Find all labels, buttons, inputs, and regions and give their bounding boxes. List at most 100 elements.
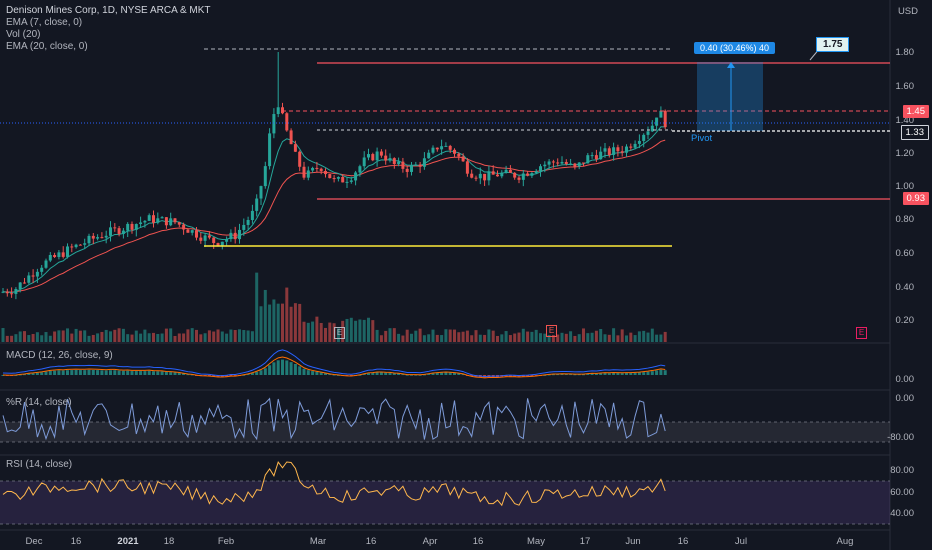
candle-body [521, 173, 525, 180]
target-callout[interactable]: 1.75 [816, 37, 850, 52]
macd-histogram-bar [560, 373, 564, 375]
volume-bar [663, 331, 667, 342]
volume-bar [233, 329, 237, 342]
earnings-marker[interactable]: E [546, 325, 557, 337]
macd-histogram-bar [78, 370, 82, 375]
macd-histogram-bar [117, 370, 121, 375]
volume-bar [134, 330, 138, 342]
macd-histogram-bar [521, 375, 525, 377]
volume-bar [384, 330, 388, 342]
candle-body [504, 169, 508, 173]
williams-legend[interactable]: %R (14, close) [6, 397, 72, 408]
candle-body [440, 146, 444, 150]
macd-histogram-bar [663, 370, 667, 375]
macd-histogram-bar [285, 360, 289, 375]
volume-bar [126, 334, 130, 342]
earnings-marker[interactable]: E [334, 327, 345, 339]
volume-bar [61, 330, 65, 342]
chart-title: Denison Mines Corp, 1D, NYSE ARCA & MKT [6, 5, 211, 16]
volume-bar [139, 333, 143, 342]
candle-body [109, 227, 112, 236]
price-tick: 0.40 [895, 282, 915, 293]
volume-bar [418, 328, 422, 342]
resistance-price-tag: 1.45 [902, 105, 929, 118]
macd-histogram-bar [594, 373, 598, 375]
volume-bar [212, 331, 216, 342]
candle-body [199, 237, 203, 241]
volume-bar [246, 330, 250, 342]
macd-histogram-bar [371, 372, 375, 375]
candle-body [27, 275, 31, 283]
volume-bar [586, 333, 590, 342]
price-tick: 0.60 [895, 248, 915, 259]
macd-histogram-bar [70, 370, 74, 375]
candle-body [246, 220, 250, 225]
volume-bar [336, 328, 340, 342]
projection-label[interactable]: 0.40 (30.46%) 40 [694, 42, 776, 54]
volume-bar [474, 330, 478, 342]
volume-bar [121, 328, 125, 342]
macd-histogram-bar [31, 373, 35, 375]
price-tick: 1.00 [895, 181, 915, 192]
price-tick: 1.20 [895, 148, 915, 159]
volume-bar [547, 335, 551, 342]
macd-histogram-bar [384, 372, 388, 375]
macd-histogram-bar [315, 371, 319, 375]
macd-histogram-bar [508, 375, 512, 377]
ema-slow-line [2, 139, 666, 293]
candle-body [582, 162, 585, 164]
volume-bar [556, 334, 560, 342]
volume-bar [521, 328, 525, 342]
legend-ema-slow[interactable]: EMA (20, close, 0) [6, 41, 88, 52]
candle-body [18, 282, 22, 290]
volume-bar [448, 329, 452, 342]
earnings-marker[interactable]: E [856, 327, 867, 339]
macd-histogram-bar [263, 368, 267, 375]
candle-body [152, 215, 155, 223]
candle-body [569, 163, 573, 165]
volume-bar [66, 328, 69, 342]
macd-histogram-bar [130, 371, 134, 375]
volume-bar [130, 334, 134, 342]
candle-body [358, 166, 362, 173]
rsi-legend[interactable]: RSI (14, close) [6, 459, 73, 470]
candle-body [508, 169, 512, 173]
candle-body [57, 252, 61, 258]
candle-body [483, 173, 487, 181]
volume-bar [306, 322, 310, 342]
volume-bar [560, 332, 564, 342]
macd-histogram-bar [453, 372, 456, 375]
macd-histogram-bar [629, 372, 633, 375]
legend-volume[interactable]: Vol (20) [6, 29, 41, 40]
williams-tick: -80.00 [887, 432, 914, 443]
volume-bar [169, 328, 173, 342]
macd-histogram-bar [448, 372, 452, 375]
volume-bar [48, 335, 52, 342]
macd-histogram-bar [431, 373, 435, 375]
volume-bar [465, 330, 469, 342]
volume-bar [190, 328, 194, 342]
macd-histogram-bar [461, 374, 465, 376]
macd-histogram-bar [620, 373, 624, 375]
candle-body [556, 162, 560, 164]
candle-body [603, 148, 607, 152]
macd-legend[interactable]: MACD (12, 26, close, 9) [6, 350, 113, 361]
macd-histogram-bar [650, 371, 654, 375]
volume-bar [483, 334, 487, 342]
volume-bar [18, 331, 22, 342]
volume-bar [10, 335, 14, 342]
support-price-tag: 0.93 [902, 192, 929, 205]
macd-histogram-bar [379, 372, 383, 375]
macd-histogram-bar [61, 370, 65, 375]
williams-band [0, 422, 890, 442]
legend-ema-fast[interactable]: EMA (7, close, 0) [6, 17, 83, 28]
candle-body [633, 143, 637, 148]
macd-histogram-bar [255, 371, 259, 375]
macd-histogram-bar [18, 374, 22, 376]
volume-bar [478, 334, 482, 342]
volume-bar [40, 335, 44, 342]
candle-body [388, 158, 392, 161]
candle-body [465, 161, 469, 174]
volume-bar [160, 333, 164, 342]
